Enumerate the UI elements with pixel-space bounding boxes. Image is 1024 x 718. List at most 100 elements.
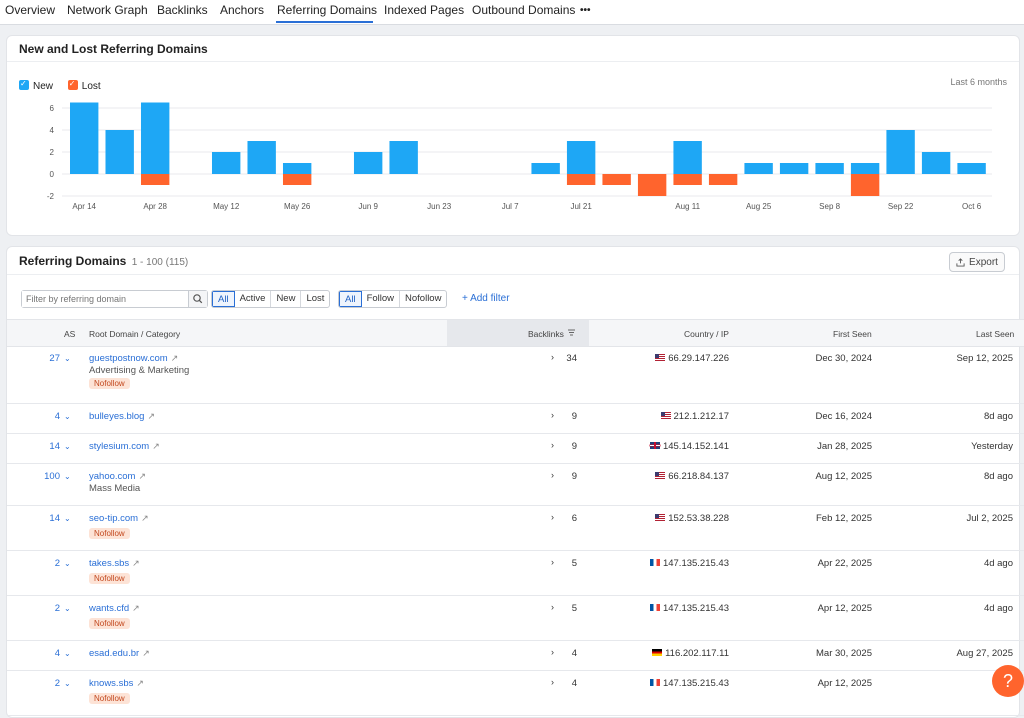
domain-cell: esad.edu.br ↗ [89, 648, 150, 659]
follow-filter-follow[interactable]: Follow [362, 291, 401, 307]
col-root-domain[interactable]: Root Domain / Category [89, 329, 181, 339]
domain-link[interactable]: seo-tip.com [89, 513, 139, 524]
as-value: 27 [49, 353, 60, 364]
backlinks-count: 4 [571, 678, 577, 689]
domain-link[interactable]: bulleyes.blog [89, 411, 145, 422]
follow-filter-all[interactable]: All [339, 291, 362, 307]
tab-outbound-domains[interactable]: Outbound Domains [472, 3, 576, 17]
domain-link[interactable]: guestpostnow.com [89, 353, 168, 364]
backlinks-expand-icon[interactable]: › [551, 647, 554, 657]
external-link-icon[interactable]: ↗ [142, 648, 150, 658]
legend-item-new[interactable]: New [19, 79, 53, 92]
expand-chevron-icon[interactable]: ⌄ [64, 559, 71, 568]
first-seen: Apr 22, 2025 [817, 558, 872, 569]
external-link-icon[interactable]: ↗ [136, 678, 144, 688]
expand-chevron-icon[interactable]: ⌄ [64, 412, 71, 421]
category-label: Mass Media [89, 483, 141, 494]
expand-chevron-icon[interactable]: ⌄ [64, 442, 71, 451]
domain-link[interactable]: knows.sbs [89, 678, 134, 689]
x-tick-label: Oct 6 [962, 202, 982, 211]
col-first-seen[interactable]: First Seen [833, 329, 872, 339]
domain-link[interactable]: yahoo.com [89, 471, 136, 482]
last-seen: Sep 12, 2025 [956, 353, 1013, 364]
new-bar [673, 141, 702, 174]
backlinks-expand-icon[interactable]: › [551, 602, 554, 612]
y-tick-label: 4 [50, 126, 55, 135]
status-filter-lost[interactable]: Lost [306, 293, 325, 304]
flag-icon [652, 649, 663, 656]
sort-icon[interactable] [567, 328, 576, 337]
col-last-seen[interactable]: Last Seen [976, 329, 1015, 339]
external-link-icon[interactable]: ↗ [152, 441, 160, 451]
external-link-icon[interactable]: ↗ [138, 471, 147, 481]
domain-filter-input[interactable] [22, 291, 192, 307]
table-row: 2 ⌄ wants.cfd ↗ Nofollow › 5 147.135.215.43 Apr … [7, 595, 1024, 641]
y-tick-label: 6 [50, 104, 55, 113]
domain-link[interactable]: stylesium.com [89, 441, 150, 452]
last-seen: 4d ago [983, 603, 1013, 614]
tab-network-graph[interactable]: Network Graph [67, 3, 148, 17]
status-filter-all[interactable]: All [212, 291, 235, 307]
new-bar [140, 102, 170, 174]
domain-link[interactable]: takes.sbs [89, 558, 130, 569]
export-button[interactable]: Export [949, 252, 1005, 272]
domain-link[interactable]: esad.edu.br [89, 648, 140, 659]
expand-chevron-icon[interactable]: ⌄ [64, 472, 71, 481]
report-tabs: Overview Network Graph Backlinks Anchors… [0, 0, 1024, 25]
x-tick-label: Apr 28 [143, 202, 167, 211]
external-link-icon[interactable]: ↗ [147, 411, 156, 421]
y-tick-label: 0 [50, 170, 55, 179]
follow-filter-nofollow[interactable]: Nofollow [405, 293, 442, 304]
expand-chevron-icon[interactable]: ⌄ [64, 679, 71, 688]
flag-icon [655, 514, 666, 521]
external-link-icon[interactable]: ↗ [141, 513, 149, 523]
tab-indexed-pages[interactable]: Indexed Pages [384, 3, 465, 17]
backlinks-count: 5 [571, 558, 577, 569]
new-bar [850, 163, 880, 174]
first-seen: Dec 16, 2024 [815, 411, 872, 422]
nofollow-badge: Nofollow [89, 618, 130, 629]
backlinks-expand-icon[interactable]: › [551, 352, 554, 362]
new-bar [957, 163, 986, 174]
tab-anchors[interactable]: Anchors [220, 3, 265, 17]
external-link-icon[interactable]: ↗ [132, 558, 140, 568]
domain-link[interactable]: wants.cfd [89, 603, 130, 614]
backlinks-expand-icon[interactable]: › [551, 470, 554, 480]
col-backlinks[interactable]: Backlinks [528, 329, 564, 339]
lost-bar [566, 174, 596, 185]
expand-chevron-icon[interactable]: ⌄ [64, 514, 71, 523]
checkbox-icon [19, 79, 29, 90]
active-tab-indicator [276, 21, 373, 23]
col-country-ip[interactable]: Country / IP [684, 329, 729, 339]
expand-chevron-icon[interactable]: ⌄ [64, 649, 71, 658]
expand-chevron-icon[interactable]: ⌄ [64, 604, 71, 613]
ip-address: 147.135.215.43 [662, 558, 729, 569]
col-as[interactable]: AS [64, 329, 76, 339]
external-link-icon[interactable]: ↗ [132, 603, 140, 613]
external-link-icon[interactable]: ↗ [170, 353, 179, 363]
backlinks-expand-icon[interactable]: › [551, 677, 554, 687]
tab-backlinks[interactable]: Backlinks [157, 3, 208, 17]
backlinks-expand-icon[interactable]: › [551, 410, 554, 420]
lost-bar [673, 174, 702, 185]
x-tick-label: May 26 [284, 202, 311, 211]
as-value: 2 [54, 678, 60, 689]
add-filter-button[interactable]: + Add filter [462, 293, 510, 304]
backlinks-expand-icon[interactable]: › [551, 512, 554, 522]
search-button[interactable] [188, 291, 207, 307]
backlinks-expand-icon[interactable]: › [551, 557, 554, 567]
lost-bar [140, 174, 170, 185]
help-button[interactable]: ? [992, 665, 1024, 697]
tab-referring-domains[interactable]: Referring Domains [277, 3, 378, 17]
status-filter-active[interactable]: Active [235, 291, 272, 307]
new-bar [70, 102, 99, 174]
backlinks-expand-icon[interactable]: › [551, 440, 554, 450]
status-filter-new[interactable]: New [271, 291, 302, 307]
more-tabs-icon[interactable]: ••• [580, 5, 591, 16]
sorted-column-bg [447, 320, 589, 346]
legend-item-lost[interactable]: Lost [67, 79, 101, 92]
tab-overview[interactable]: Overview [5, 3, 56, 17]
expand-chevron-icon[interactable]: ⌄ [64, 354, 71, 363]
table-row: 2 ⌄ knows.sbs ↗ Nofollow › 4 147.135.215.43 Apr … [7, 670, 1024, 716]
lost-bar [637, 174, 667, 196]
